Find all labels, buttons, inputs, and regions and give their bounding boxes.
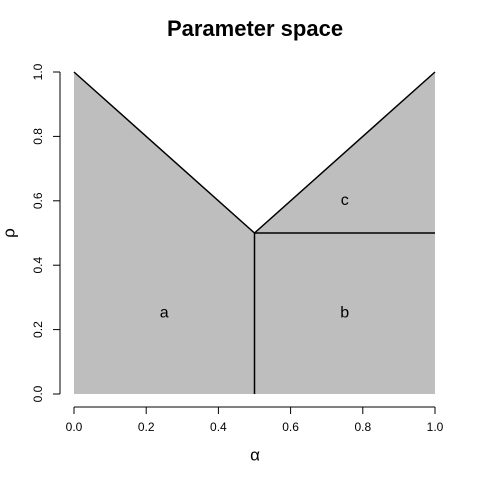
y-tick-label: 0.4 [31, 257, 45, 274]
x-tick-label: 1.0 [427, 420, 444, 434]
y-tick-label: 0.6 [31, 192, 45, 209]
x-axis-label: α [250, 445, 260, 464]
region-label: b [340, 305, 349, 322]
x-tick-label: 0.8 [354, 420, 371, 434]
region-label: c [341, 192, 349, 209]
x-tick-label: 0.6 [282, 420, 299, 434]
chart-title: Parameter space [167, 16, 343, 41]
x-tick-label: 0.0 [66, 420, 83, 434]
y-tick-label: 1.0 [31, 63, 45, 80]
x-tick-label: 0.2 [138, 420, 155, 434]
y-axis-label: ρ [0, 228, 18, 238]
region-label: a [160, 305, 169, 322]
y-tick-label: 0.0 [31, 385, 45, 402]
x-tick-label: 0.4 [210, 420, 227, 434]
y-tick-label: 0.8 [31, 128, 45, 145]
y-tick-label: 0.2 [31, 321, 45, 338]
